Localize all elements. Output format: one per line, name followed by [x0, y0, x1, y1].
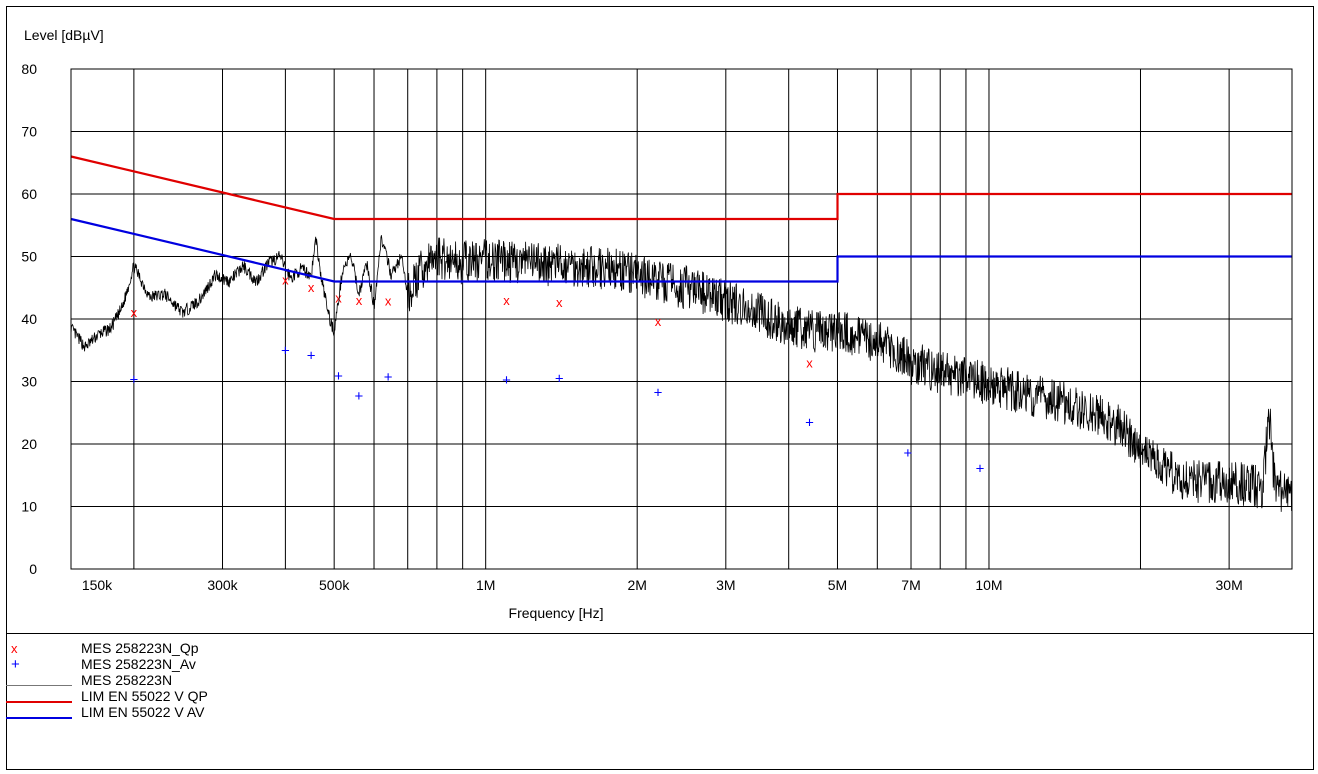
x-tick-label: 1M	[476, 577, 495, 593]
av-marker: +	[502, 372, 511, 389]
x-tick-label: 2M	[627, 577, 646, 593]
y-tick-label: 40	[21, 311, 37, 327]
av-marker: +	[307, 348, 316, 365]
qp-marker: x	[131, 305, 138, 320]
measurement-trace	[70, 235, 1293, 512]
x-tick-label: 7M	[901, 577, 920, 593]
x-tick-label: 3M	[716, 577, 735, 593]
limit-line	[70, 155, 1292, 221]
legend-symbol	[6, 704, 72, 721]
av-marker: +	[334, 368, 343, 385]
report-frame	[6, 6, 1314, 770]
qp-marker: x	[356, 293, 363, 308]
emission-chart: Level [dBµV] 0 10 20 30 40 50 60 70 80 150k 300k 5…	[21, 27, 1293, 621]
av-marker: +	[976, 461, 985, 478]
x-tick-label: 150k	[82, 577, 113, 593]
x-tick-label: 10M	[975, 577, 1002, 593]
av-marker: +	[384, 369, 393, 386]
y-axis-label: Level [dBµV]	[24, 27, 104, 43]
y-tick-label: 60	[21, 186, 37, 202]
y-tick-label: 0	[29, 561, 37, 577]
series-limit	[70, 155, 1292, 221]
x-tick-label: 500k	[319, 577, 350, 593]
series-trace	[70, 235, 1293, 512]
qp-marker: x	[385, 294, 392, 309]
legend-symbol	[6, 688, 72, 705]
legend-label: MES 258223N	[81, 672, 173, 688]
legend-symbol: +	[11, 656, 20, 673]
qp-marker: x	[308, 280, 315, 295]
x-tick-label: 300k	[207, 577, 238, 593]
series-limit	[70, 217, 1292, 283]
legend-label: LIM EN 55022 V AV	[81, 704, 205, 720]
av-marker: +	[555, 371, 564, 388]
qp-marker: x	[503, 293, 510, 308]
legend-label: MES 258223N_Av	[81, 656, 196, 672]
series-markers: + + + + + + + + + + + +	[129, 343, 984, 478]
legend-symbol	[6, 672, 72, 689]
series-layer: xx xx x x x xxx++ ++++ + +++++	[70, 155, 1293, 512]
x-tick-label: 5M	[828, 577, 847, 593]
grid	[71, 68, 1292, 570]
y-tick-label: 50	[21, 249, 37, 265]
y-tick-label: 30	[21, 374, 37, 390]
legend-symbol: x	[11, 641, 18, 656]
legend-divider	[6, 633, 1314, 634]
y-tick-label: 20	[21, 436, 37, 452]
qp-marker: x	[335, 290, 342, 305]
qp-marker: x	[282, 272, 289, 287]
av-marker: +	[355, 388, 364, 405]
av-marker: +	[129, 371, 138, 388]
x-axis-label: Frequency [Hz]	[509, 605, 604, 621]
av-marker: +	[903, 445, 912, 462]
qp-marker: x	[655, 314, 662, 329]
legend-label: LIM EN 55022 V QP	[81, 688, 208, 704]
qp-marker: x	[556, 295, 563, 310]
legend: x MES 258223N_Qp + MES 258223N_Av MES 258223…	[6, 640, 1306, 760]
av-marker: +	[654, 384, 663, 401]
plot-area	[70, 68, 1293, 570]
y-tick-label: 80	[21, 61, 37, 77]
legend-label: MES 258223N_Qp	[81, 640, 199, 656]
y-tick-label: 70	[21, 124, 37, 140]
limit-line	[70, 217, 1292, 283]
x-tick-labels: 150k 300k 500k 1M 2M 3M 5M 7M 10M 30M	[82, 577, 1243, 593]
av-marker: +	[281, 343, 290, 360]
av-marker: +	[805, 414, 814, 431]
series-markers: xx xx x x x xxx	[131, 272, 814, 370]
y-tick-labels: 0 10 20 30 40 50 60 70 80	[21, 61, 37, 577]
qp-marker: x	[806, 355, 813, 370]
y-tick-label: 10	[21, 499, 37, 515]
x-tick-label: 30M	[1216, 577, 1243, 593]
